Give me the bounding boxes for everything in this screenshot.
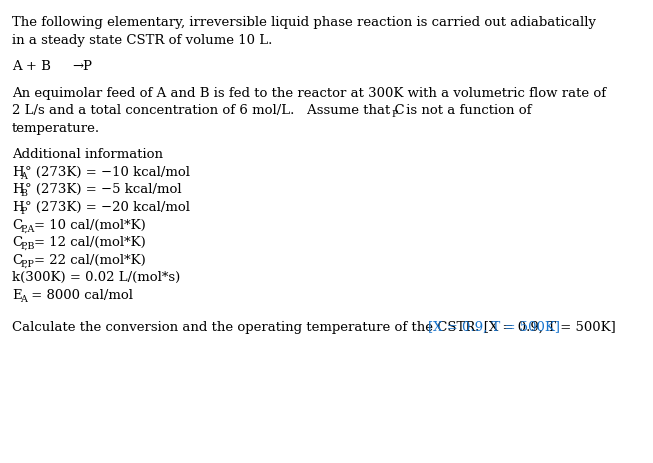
Text: P,P: P,P <box>20 260 34 269</box>
Text: C: C <box>12 219 22 232</box>
Text: A + B: A + B <box>12 60 55 73</box>
Text: 2 L/s and a total concentration of 6 mol/L.   Assume that C: 2 L/s and a total concentration of 6 mol… <box>12 104 404 117</box>
Text: k(300K) = 0.02 L/(mol*s): k(300K) = 0.02 L/(mol*s) <box>12 271 180 284</box>
Text: H: H <box>12 183 24 196</box>
Text: ° (273K) = −10 kcal/mol: ° (273K) = −10 kcal/mol <box>25 166 190 179</box>
Text: temperature.: temperature. <box>12 122 100 135</box>
Text: is not a function of: is not a function of <box>402 104 532 117</box>
Text: ° (273K) = −5 kcal/mol: ° (273K) = −5 kcal/mol <box>25 183 182 196</box>
Text: H: H <box>12 166 24 179</box>
Text: A: A <box>20 295 27 304</box>
Text: = 8000 cal/mol: = 8000 cal/mol <box>27 289 133 302</box>
Text: E: E <box>12 289 22 302</box>
Text: B: B <box>20 189 27 198</box>
Text: An equimolar feed of A and B is fed to the reactor at 300K with a volumetric flo: An equimolar feed of A and B is fed to t… <box>12 87 606 100</box>
Text: →: → <box>72 60 83 73</box>
Text: A: A <box>20 172 27 181</box>
Text: = 10 cal/(mol*K): = 10 cal/(mol*K) <box>34 219 146 232</box>
Text: = 12 cal/(mol*K): = 12 cal/(mol*K) <box>34 236 146 249</box>
Text: P: P <box>82 60 91 73</box>
Text: Calculate the conversion and the operating temperature of the CSTR. [X = 0.9, T : Calculate the conversion and the operati… <box>12 320 616 333</box>
Text: C: C <box>12 254 22 267</box>
Text: P: P <box>20 207 27 216</box>
Text: C: C <box>12 236 22 249</box>
Text: P,B: P,B <box>20 242 35 251</box>
Text: P,A: P,A <box>20 225 35 233</box>
Text: H: H <box>12 201 24 214</box>
Text: = 22 cal/(mol*K): = 22 cal/(mol*K) <box>34 254 146 267</box>
Text: ° (273K) = −20 kcal/mol: ° (273K) = −20 kcal/mol <box>25 201 190 214</box>
Text: The following elementary, irreversible liquid phase reaction is carried out adia: The following elementary, irreversible l… <box>12 16 596 29</box>
Text: [X = 0.9, T = 500K]: [X = 0.9, T = 500K] <box>428 320 560 333</box>
Text: P: P <box>392 110 398 119</box>
Text: Additional information: Additional information <box>12 148 163 161</box>
Text: in a steady state CSTR of volume 10 L.: in a steady state CSTR of volume 10 L. <box>12 34 272 47</box>
